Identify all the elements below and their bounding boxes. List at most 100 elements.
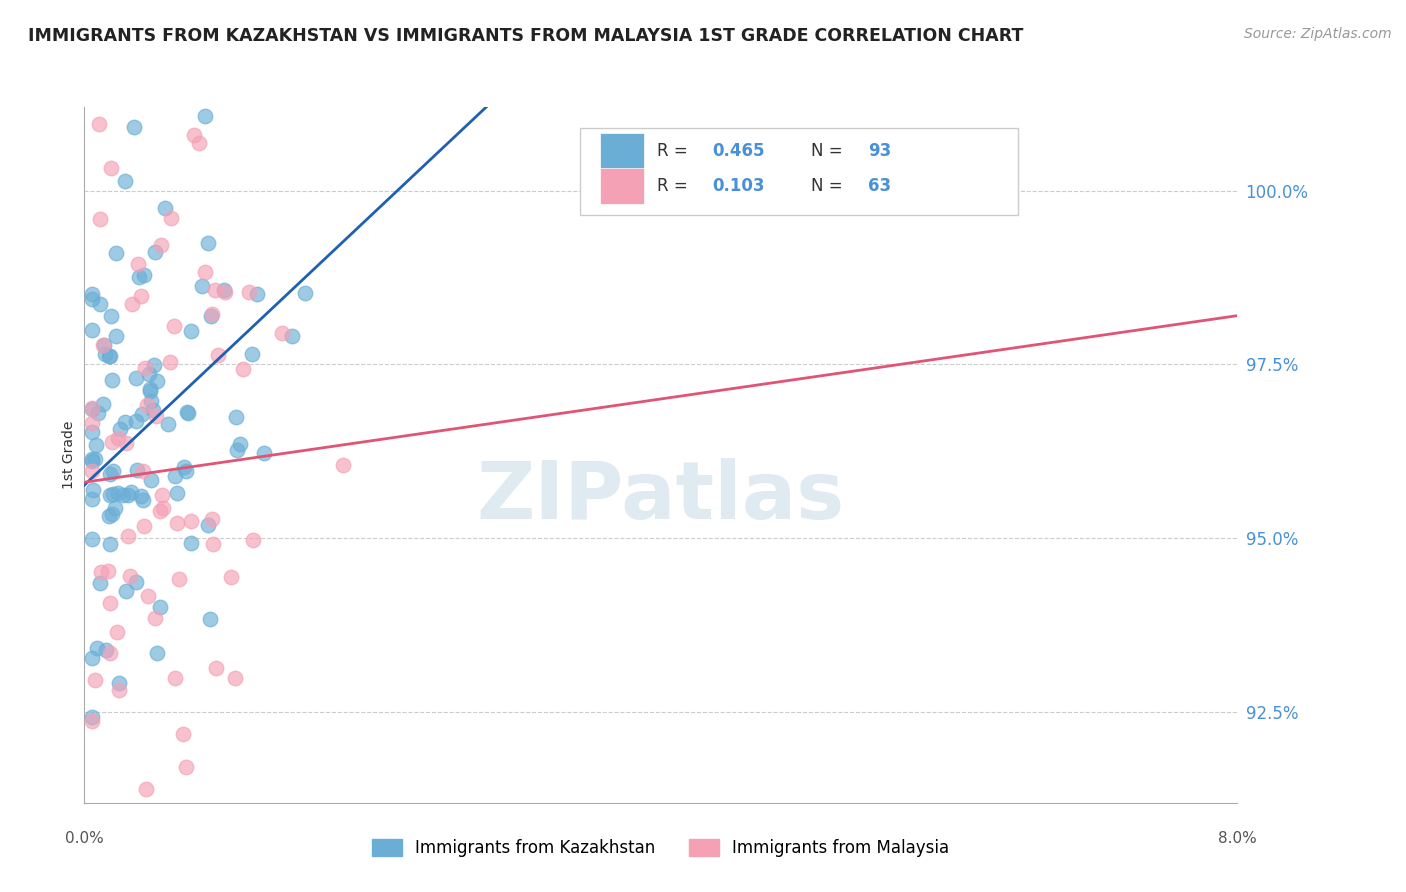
Point (150, 487, 173, 501)
Point (120, 484, 142, 499)
Point (91, 338, 114, 352)
Point (118, 568, 141, 582)
Point (197, 236, 219, 251)
Point (188, 136, 211, 150)
Point (152, 500, 174, 515)
Text: N =: N = (811, 177, 848, 194)
Point (226, 443, 249, 458)
Point (80, 287, 103, 301)
Point (131, 407, 153, 421)
Point (200, 310, 222, 324)
Point (332, 458, 354, 473)
Point (159, 355, 181, 369)
Point (205, 661, 228, 675)
Point (143, 611, 166, 625)
Point (100, 537, 122, 551)
Point (104, 500, 127, 515)
Point (166, 486, 188, 500)
Point (224, 671, 246, 685)
Point (129, 288, 152, 302)
Point (183, 128, 205, 142)
Point (200, 612, 222, 626)
Point (89, 576, 111, 591)
Point (134, 360, 156, 375)
Point (100, 813, 122, 827)
Bar (600, 133, 644, 169)
Point (80, 464, 103, 478)
Point (98, 488, 121, 502)
Point (242, 533, 264, 548)
Text: 0.465: 0.465 (713, 142, 765, 160)
Point (165, 671, 187, 685)
Point (82, 483, 104, 497)
Point (98, 646, 121, 660)
Point (114, 174, 136, 188)
Point (100, 309, 122, 323)
Point (294, 285, 316, 300)
Point (174, 464, 197, 478)
Point (101, 374, 124, 388)
Point (132, 464, 155, 478)
Point (80, 830, 103, 845)
Point (80, 416, 103, 430)
Point (281, 329, 304, 343)
Point (136, 589, 159, 603)
Text: R =: R = (658, 177, 693, 194)
Point (80, 491, 103, 506)
Point (145, 646, 167, 660)
Point (112, 488, 135, 502)
Point (142, 403, 165, 417)
Point (173, 460, 195, 475)
Point (149, 600, 172, 615)
Point (108, 682, 131, 697)
Point (93, 338, 115, 352)
Point (163, 318, 186, 333)
Point (204, 283, 226, 297)
Point (86, 640, 108, 655)
Point (84, 673, 107, 687)
Point (101, 435, 124, 450)
Point (194, 109, 217, 123)
Point (127, 463, 149, 477)
Point (134, 268, 156, 282)
Point (142, 358, 165, 372)
Point (146, 374, 169, 388)
Text: 0.103: 0.103 (713, 177, 765, 194)
Point (240, 347, 263, 361)
Point (107, 431, 129, 445)
Text: Source: ZipAtlas.com: Source: ZipAtlas.com (1244, 27, 1392, 41)
FancyBboxPatch shape (581, 128, 1018, 215)
Point (86, 406, 108, 420)
Point (108, 676, 131, 690)
Point (98, 349, 121, 363)
Point (114, 416, 136, 430)
Point (98, 467, 121, 481)
Point (202, 537, 225, 551)
Point (80, 292, 103, 306)
Point (80, 323, 103, 337)
Point (197, 518, 219, 533)
Point (139, 394, 162, 409)
Point (214, 283, 236, 297)
Point (110, 422, 132, 436)
Point (98, 509, 121, 524)
Point (141, 473, 163, 487)
Point (149, 504, 172, 518)
Point (84, 438, 107, 452)
Point (139, 382, 162, 396)
Point (80, 532, 103, 546)
Point (127, 257, 149, 271)
Point (80, 451, 103, 466)
Point (125, 414, 148, 428)
Point (177, 406, 200, 420)
Point (97, 564, 120, 578)
Point (139, 384, 162, 398)
Point (80, 650, 103, 665)
Text: 93: 93 (869, 142, 891, 160)
Point (153, 201, 176, 215)
Point (194, 265, 217, 279)
Point (101, 464, 124, 478)
Point (159, 211, 181, 225)
Point (180, 514, 202, 528)
Point (207, 348, 229, 362)
